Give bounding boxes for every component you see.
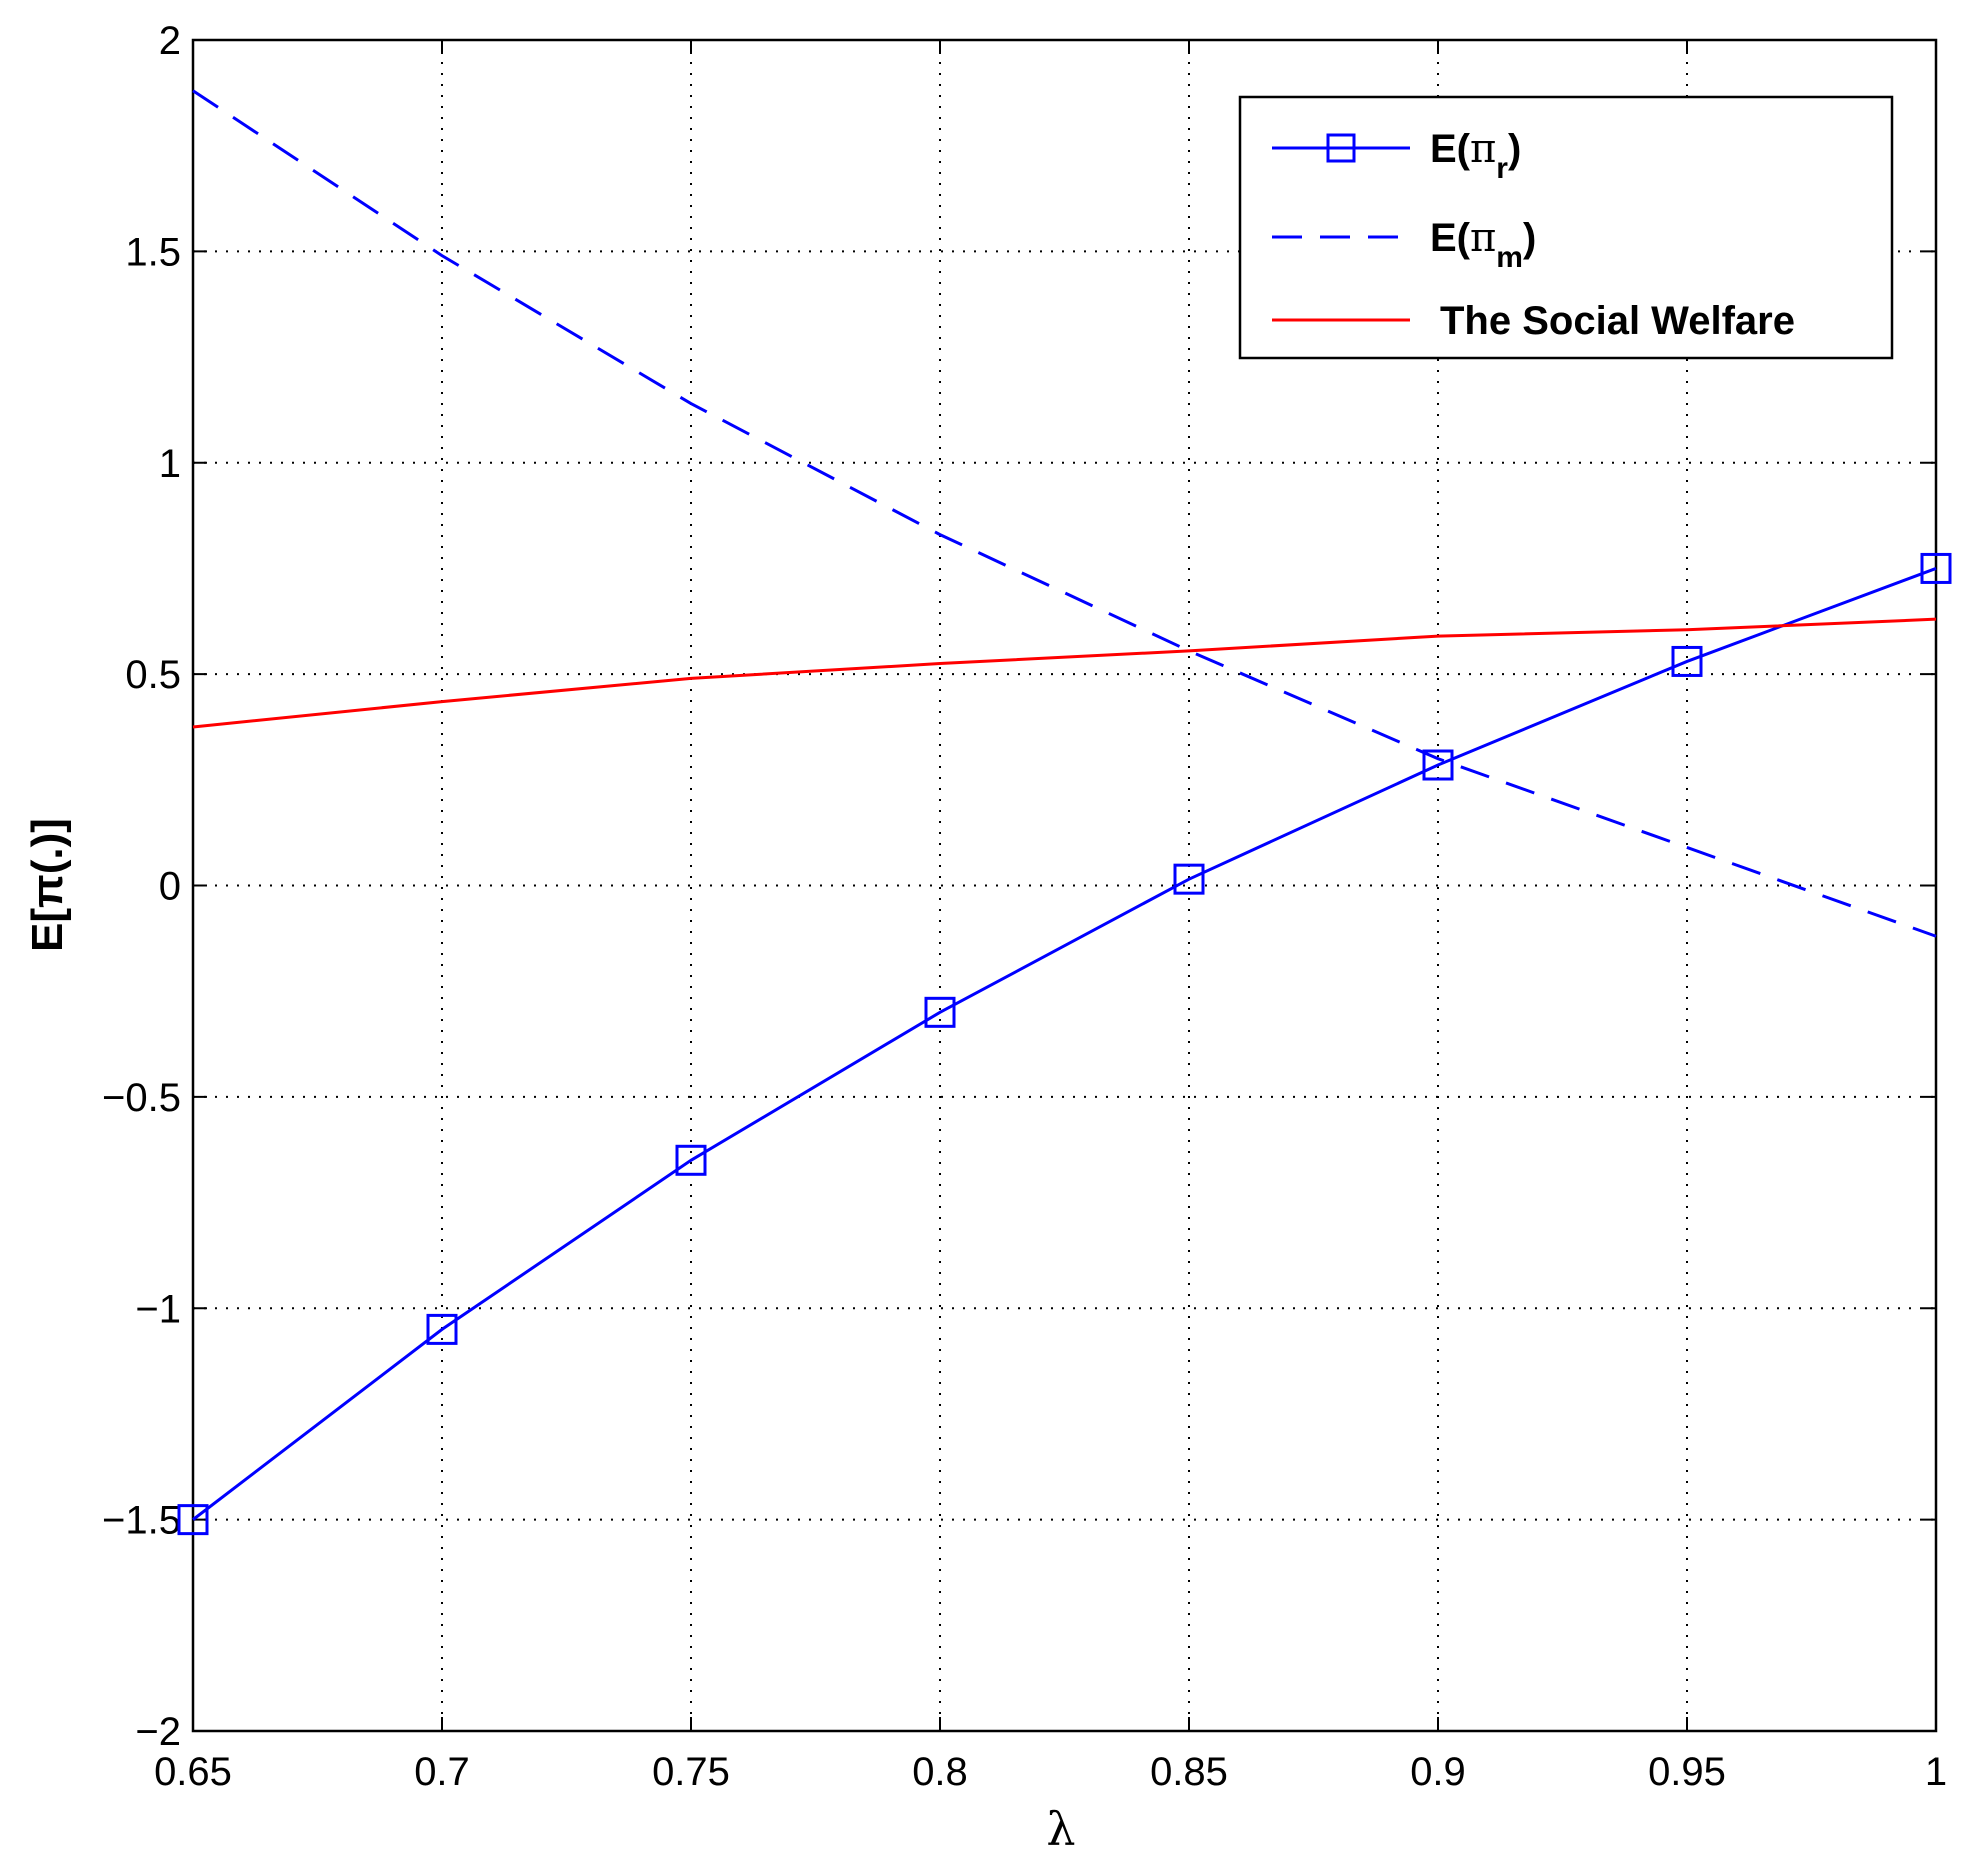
y-tick-label: −2: [135, 1710, 181, 1754]
series-marker-0: [1671, 645, 1703, 677]
series-marker-0: [1173, 863, 1205, 895]
y-tick-label: 2: [159, 19, 181, 63]
legend-label-end: ): [1523, 216, 1536, 260]
y-tick-label: −0.5: [102, 1076, 181, 1120]
tick-labels: 0.65 0.7 0.75 0.8 0.85 0.9 0.95 1 −2 −1.5 −1 −0.5 0 0…: [102, 19, 1947, 1794]
legend-label-text: E(: [1430, 127, 1471, 171]
x-tick-label: 0.7: [414, 1750, 470, 1794]
series-line-1: [192, 89, 1937, 938]
legend-label-1: E(πm): [1430, 215, 1536, 274]
x-tick-label: 0.9: [1410, 1750, 1466, 1794]
legend-box: [1238, 95, 1894, 360]
legend-label-text: The Social Welfare: [1440, 299, 1795, 343]
legend-label-text: E(: [1430, 216, 1471, 260]
legend-label-end: ): [1508, 127, 1521, 171]
series-marker-0: [1920, 552, 1952, 584]
y-tick-label: 1.5: [125, 230, 181, 274]
y-tick-label: −1.5: [102, 1499, 181, 1543]
legend-label-greek: π: [1470, 126, 1496, 172]
y-tick-label: 0.5: [125, 653, 181, 697]
x-tick-label: 1: [1925, 1750, 1947, 1794]
legend-label-subscript: r: [1496, 152, 1508, 185]
x-tick-label: 0.85: [1150, 1750, 1228, 1794]
series-marker-0: [924, 996, 956, 1028]
x-tick-label: 0.95: [1648, 1750, 1726, 1794]
y-tick-label: −1: [135, 1287, 181, 1331]
legend-label-0: E(πr): [1430, 126, 1521, 185]
x-tick-label: 0.65: [154, 1750, 232, 1794]
y-tick-label: 0: [159, 865, 181, 909]
x-tick-label: 0.8: [912, 1750, 968, 1794]
legend-label-2: The Social Welfare: [1440, 299, 1795, 343]
legend-label-subscript: m: [1496, 241, 1523, 274]
series-group: [177, 89, 1952, 1536]
x-tick-label: 0.75: [652, 1750, 730, 1794]
series-line-0: [192, 567, 1937, 1521]
y-tick-label: 1: [159, 442, 181, 486]
series-line-2: [192, 617, 1937, 729]
grid: [193, 40, 1936, 1731]
x-axis-label: λ: [1046, 1802, 1075, 1855]
series-marker-0: [177, 1504, 209, 1536]
legend-marker-0: [1326, 133, 1356, 163]
series-marker-0: [675, 1144, 707, 1176]
plot-frame: [191, 38, 1938, 1733]
series-marker-0: [426, 1313, 458, 1345]
series-marker-0: [1422, 749, 1454, 781]
legend: E(πr)E(πm)The Social Welfare: [1238, 95, 1894, 360]
y-axis-label: E[π(.)]: [23, 818, 72, 952]
axes: [191, 38, 1938, 1733]
legend-label-greek: π: [1470, 215, 1496, 261]
